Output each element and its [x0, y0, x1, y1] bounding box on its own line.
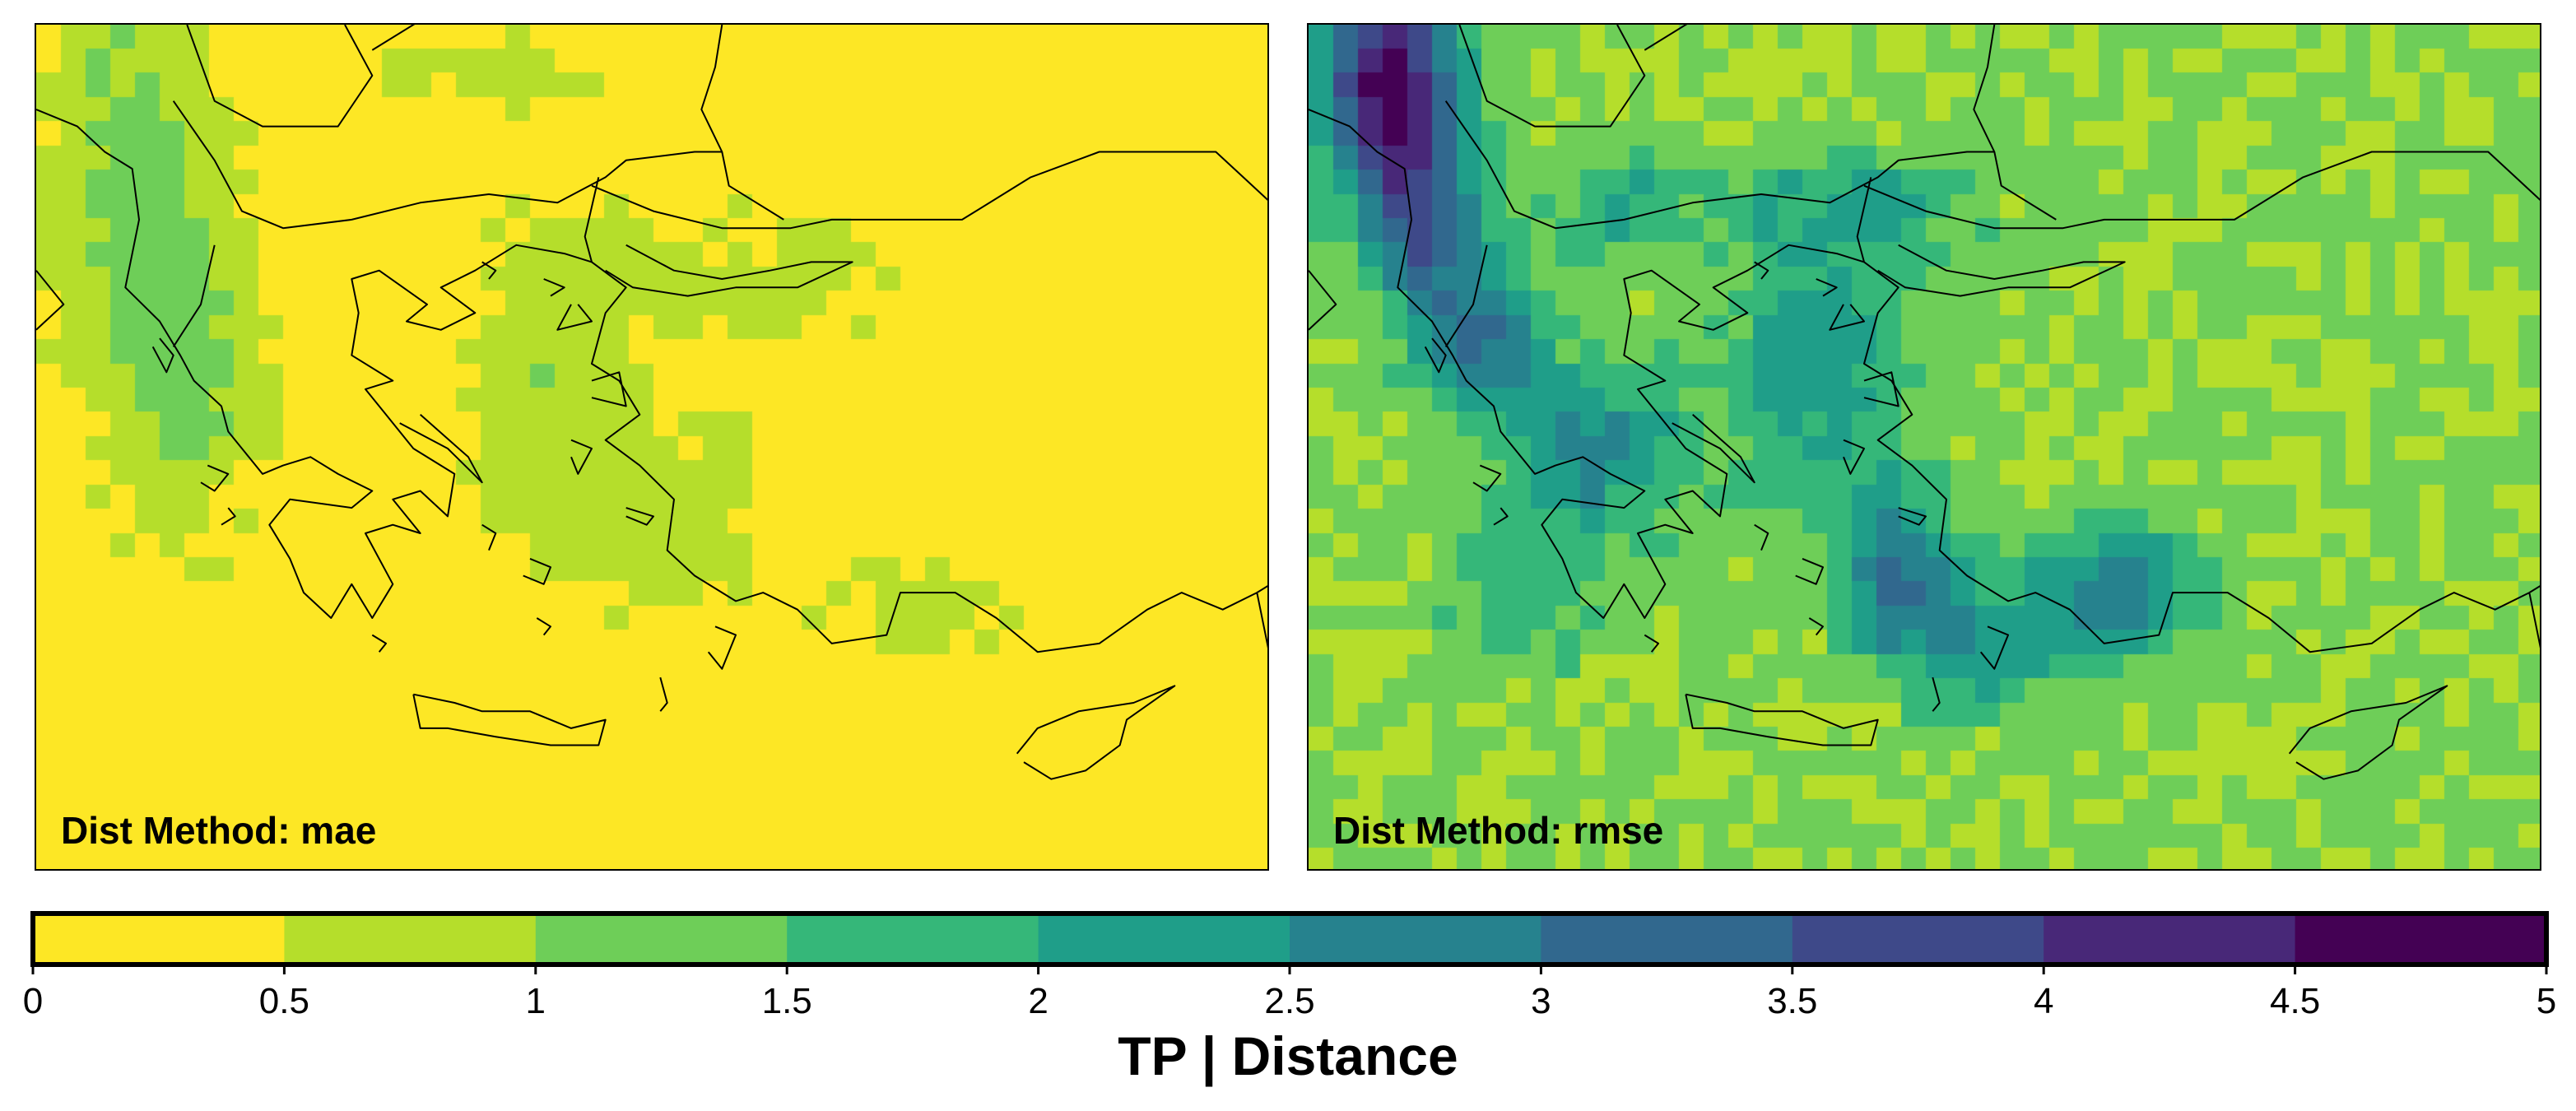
colorbar-bin-5	[1290, 913, 1541, 965]
colorbar-bin-0	[33, 913, 285, 965]
coastline-layer-rmse	[1309, 25, 2540, 780]
colorbar-tick-label: 4.5	[2270, 981, 2321, 1021]
colorbar-bin-4	[1038, 913, 1290, 965]
coastline-path	[36, 25, 1267, 780]
map-panel-mae: Dist Method: mae	[35, 23, 1269, 871]
colorbar-bin-6	[1541, 913, 1793, 965]
colorbar-bin-2	[535, 913, 788, 965]
coastline-path	[1309, 25, 2540, 780]
colorbar-tick-label: 5	[2536, 981, 2557, 1021]
colorbar-tick-label: 3.5	[1767, 981, 1818, 1021]
colorbar-tick-label: 2	[1028, 981, 1049, 1021]
colorbar-bin-8	[2044, 913, 2296, 965]
panel-label-mae: Dist Method: mae	[61, 809, 377, 852]
colorbar-bins	[30, 911, 2549, 974]
colorbar-bin-3	[787, 913, 1039, 965]
panel-label-rmse: Dist Method: rmse	[1333, 809, 1664, 852]
colorbar	[30, 911, 2549, 974]
colorbar-tick-label: 1	[525, 981, 546, 1021]
colorbar-tick-label: 0.5	[258, 981, 309, 1021]
colorbar-tick-label: 0	[22, 981, 44, 1021]
colorbar-bin-1	[284, 913, 537, 965]
colorbar-tick-label: 4	[2033, 981, 2054, 1021]
colorbar-tick-label: 3	[1531, 981, 1551, 1021]
colorbar-title: TP | Distance	[1118, 1025, 1458, 1086]
colorbar-bin-9	[2295, 913, 2547, 965]
map-panel-rmse: Dist Method: rmse	[1307, 23, 2541, 871]
colorbar-tick-label: 1.5	[761, 981, 812, 1021]
colorbar-tick-label: 2.5	[1264, 981, 1315, 1021]
colorbar-bin-7	[1792, 913, 2044, 965]
coastline-layer-mae	[36, 25, 1267, 780]
